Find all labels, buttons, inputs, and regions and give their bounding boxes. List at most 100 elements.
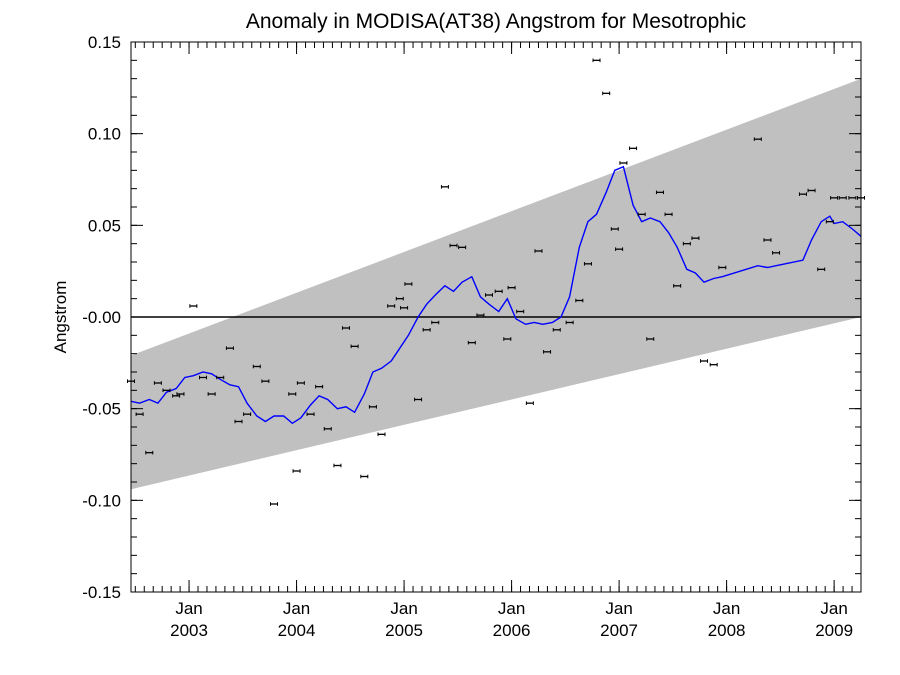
data-point xyxy=(825,219,834,224)
x-tick-label-month: Jan xyxy=(605,599,632,618)
data-point xyxy=(700,359,709,363)
data-point xyxy=(458,245,467,250)
x-tick-label-month: Jan xyxy=(283,599,310,618)
data-point xyxy=(552,328,561,332)
x-tick-label-year: 2009 xyxy=(815,621,853,640)
y-tick-label: -0.00 xyxy=(82,308,121,327)
x-tick-label-year: 2004 xyxy=(278,621,316,640)
data-point xyxy=(333,463,342,468)
data-point xyxy=(543,350,552,354)
data-point xyxy=(449,243,458,248)
data-point xyxy=(772,251,781,255)
data-point xyxy=(315,384,324,389)
data-point xyxy=(207,392,216,396)
data-point xyxy=(440,185,449,189)
data-point xyxy=(414,397,423,402)
data-point xyxy=(664,212,673,217)
data-point xyxy=(798,192,807,196)
x-tick-label-year: 2008 xyxy=(708,621,746,640)
data-point xyxy=(565,320,574,325)
x-tick-label-year: 2006 xyxy=(493,621,531,640)
data-point xyxy=(176,392,185,396)
data-point xyxy=(306,412,315,416)
data-point xyxy=(243,412,252,416)
smoothed-anomaly-line xyxy=(130,165,862,425)
x-tick-label-year: 2007 xyxy=(600,621,638,640)
data-point xyxy=(395,296,404,301)
data-point xyxy=(534,249,543,253)
data-point xyxy=(610,227,619,231)
data-point xyxy=(525,401,534,405)
data-point xyxy=(830,196,839,200)
x-tick-label-month: Jan xyxy=(498,599,525,618)
data-point xyxy=(507,285,516,290)
confidence-band xyxy=(131,78,861,490)
data-point xyxy=(615,247,624,251)
data-point xyxy=(646,337,655,341)
data-point xyxy=(360,474,369,479)
data-point xyxy=(494,289,503,294)
data-point xyxy=(516,309,525,314)
y-tick-label: -0.15 xyxy=(82,583,121,602)
data-point xyxy=(234,419,243,424)
y-tick-label: 0.10 xyxy=(88,125,121,144)
data-point xyxy=(602,91,611,96)
data-point xyxy=(199,375,208,380)
data-point xyxy=(387,304,396,308)
data-point xyxy=(575,298,584,303)
data-point xyxy=(848,196,857,200)
data-point xyxy=(431,320,440,325)
data-point xyxy=(807,188,816,193)
data-point xyxy=(342,326,351,330)
data-point xyxy=(377,432,386,437)
data-point xyxy=(467,340,476,345)
x-tick-label-year: 2005 xyxy=(385,621,423,640)
data-point xyxy=(718,265,727,270)
x-tick-label-month: Jan xyxy=(390,599,417,618)
data-point xyxy=(476,313,485,317)
y-tick-label: 0.05 xyxy=(88,216,121,235)
data-point xyxy=(709,362,718,367)
data-point xyxy=(817,267,826,272)
data-point xyxy=(216,375,225,380)
y-tick-label: 0.15 xyxy=(88,33,121,52)
data-point xyxy=(629,146,638,151)
data-point xyxy=(269,502,278,506)
data-point xyxy=(637,212,646,217)
y-tick-label: -0.10 xyxy=(82,491,121,510)
data-point xyxy=(763,238,772,242)
y-axis-label: Angstrom xyxy=(51,281,70,354)
data-point xyxy=(296,381,305,385)
chart-title: Anomaly in MODISA(AT38) Angstrom for Mes… xyxy=(246,10,746,33)
x-tick-label-month: Jan xyxy=(713,599,740,618)
data-point xyxy=(485,293,494,297)
data-point xyxy=(368,405,377,409)
data-point xyxy=(673,284,682,288)
data-point xyxy=(655,190,664,195)
data-point xyxy=(153,381,162,385)
data-point xyxy=(838,196,847,200)
x-tick-label-year: 2003 xyxy=(170,621,208,640)
data-point xyxy=(753,137,762,141)
data-point xyxy=(619,161,628,165)
data-point xyxy=(261,379,270,383)
data-point xyxy=(592,58,601,63)
x-tick-label-month: Jan xyxy=(175,599,202,618)
data-point xyxy=(135,412,144,416)
data-point xyxy=(583,262,592,266)
y-tick-label: -0.05 xyxy=(82,400,121,419)
plot-layer: -0.15 -0.10 -0.05 -0.00 0.05 0.10 0.15 Jan 2003 J… xyxy=(82,33,865,640)
data-point xyxy=(225,346,234,350)
data-point xyxy=(288,392,297,396)
data-point xyxy=(189,304,198,308)
data-point xyxy=(503,337,512,341)
data-point xyxy=(145,450,154,455)
data-point xyxy=(350,344,359,349)
data-point xyxy=(162,388,171,393)
data-point xyxy=(682,241,691,246)
data-point xyxy=(422,328,431,332)
data-point xyxy=(400,306,409,310)
data-point xyxy=(323,427,332,431)
